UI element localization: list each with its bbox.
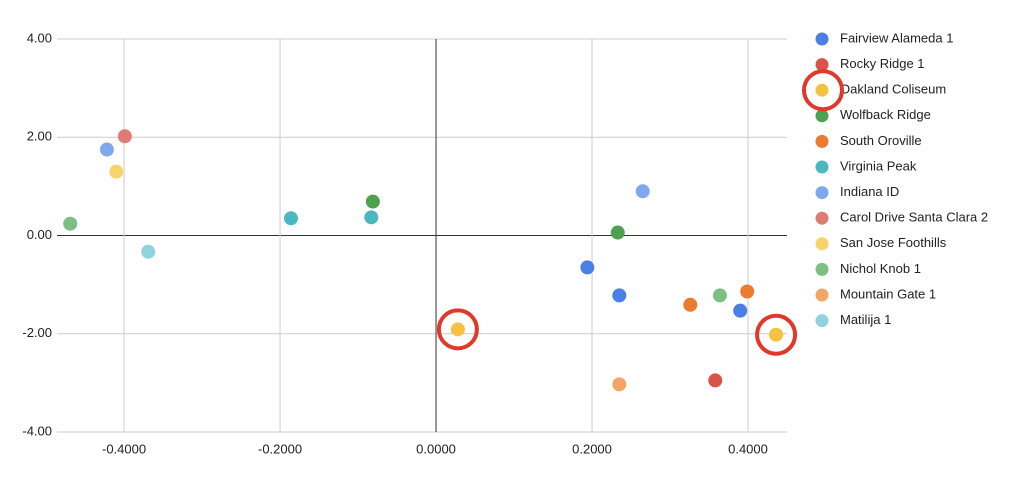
point bbox=[99, 142, 114, 157]
legend-label: Oakland Coliseum bbox=[840, 82, 946, 97]
x-tick-label: 0.0000 bbox=[416, 441, 456, 456]
y-tick-label: -4.00 bbox=[22, 423, 52, 438]
point bbox=[141, 244, 156, 259]
legend-label: Virginia Peak bbox=[840, 158, 917, 173]
y-tick-label: -2.00 bbox=[22, 325, 52, 340]
legend-marker bbox=[815, 288, 829, 302]
highlight-ring bbox=[755, 313, 798, 356]
x-tick-label: 0.2000 bbox=[572, 441, 612, 456]
point bbox=[364, 210, 379, 225]
point bbox=[635, 184, 650, 199]
point bbox=[365, 194, 380, 209]
point bbox=[708, 373, 723, 388]
legend-label: Wolfback Ridge bbox=[840, 107, 931, 122]
legend-marker bbox=[815, 211, 829, 225]
legend-label: Carol Drive Santa Clara 2 bbox=[840, 210, 988, 225]
legend-label: Matilija 1 bbox=[840, 312, 891, 327]
point bbox=[117, 129, 132, 144]
legend-label: Fairview Alameda 1 bbox=[840, 30, 953, 45]
point bbox=[580, 260, 595, 275]
point bbox=[612, 377, 627, 392]
legend-label: Mountain Gate 1 bbox=[840, 286, 936, 301]
legend-label: Indiana ID bbox=[840, 184, 899, 199]
legend-marker bbox=[815, 83, 829, 97]
legend-marker bbox=[815, 314, 829, 328]
point bbox=[769, 327, 784, 342]
point bbox=[610, 225, 625, 240]
legend-marker bbox=[815, 32, 829, 46]
legend-label: Nichol Knob 1 bbox=[840, 261, 921, 276]
y-tick-label: 0.00 bbox=[27, 227, 52, 242]
point bbox=[109, 164, 124, 179]
legend-label: South Oroville bbox=[840, 133, 922, 148]
legend-label: San Jose Foothills bbox=[840, 235, 947, 250]
legend-marker bbox=[815, 237, 829, 251]
point bbox=[740, 284, 755, 299]
x-tick-label: 0.4000 bbox=[728, 441, 768, 456]
y-tick-label: 4.00 bbox=[27, 30, 52, 45]
legend-marker bbox=[815, 262, 829, 276]
point bbox=[683, 297, 698, 312]
point bbox=[283, 211, 298, 226]
x-tick-label: -0.4000 bbox=[102, 441, 146, 456]
y-tick-label: 2.00 bbox=[27, 129, 52, 144]
legend-marker bbox=[815, 58, 829, 72]
legend-marker bbox=[815, 160, 829, 174]
x-tick-label: -0.2000 bbox=[258, 441, 302, 456]
legend-marker bbox=[815, 186, 829, 200]
point bbox=[450, 322, 465, 337]
point bbox=[63, 216, 78, 231]
point bbox=[712, 288, 727, 303]
highlight-ring bbox=[802, 69, 844, 112]
highlight-ring bbox=[436, 308, 479, 351]
point bbox=[733, 303, 748, 318]
legend-marker bbox=[815, 109, 829, 123]
legend-marker bbox=[815, 134, 829, 148]
point bbox=[612, 288, 627, 303]
legend-label: Rocky Ridge 1 bbox=[840, 56, 925, 71]
